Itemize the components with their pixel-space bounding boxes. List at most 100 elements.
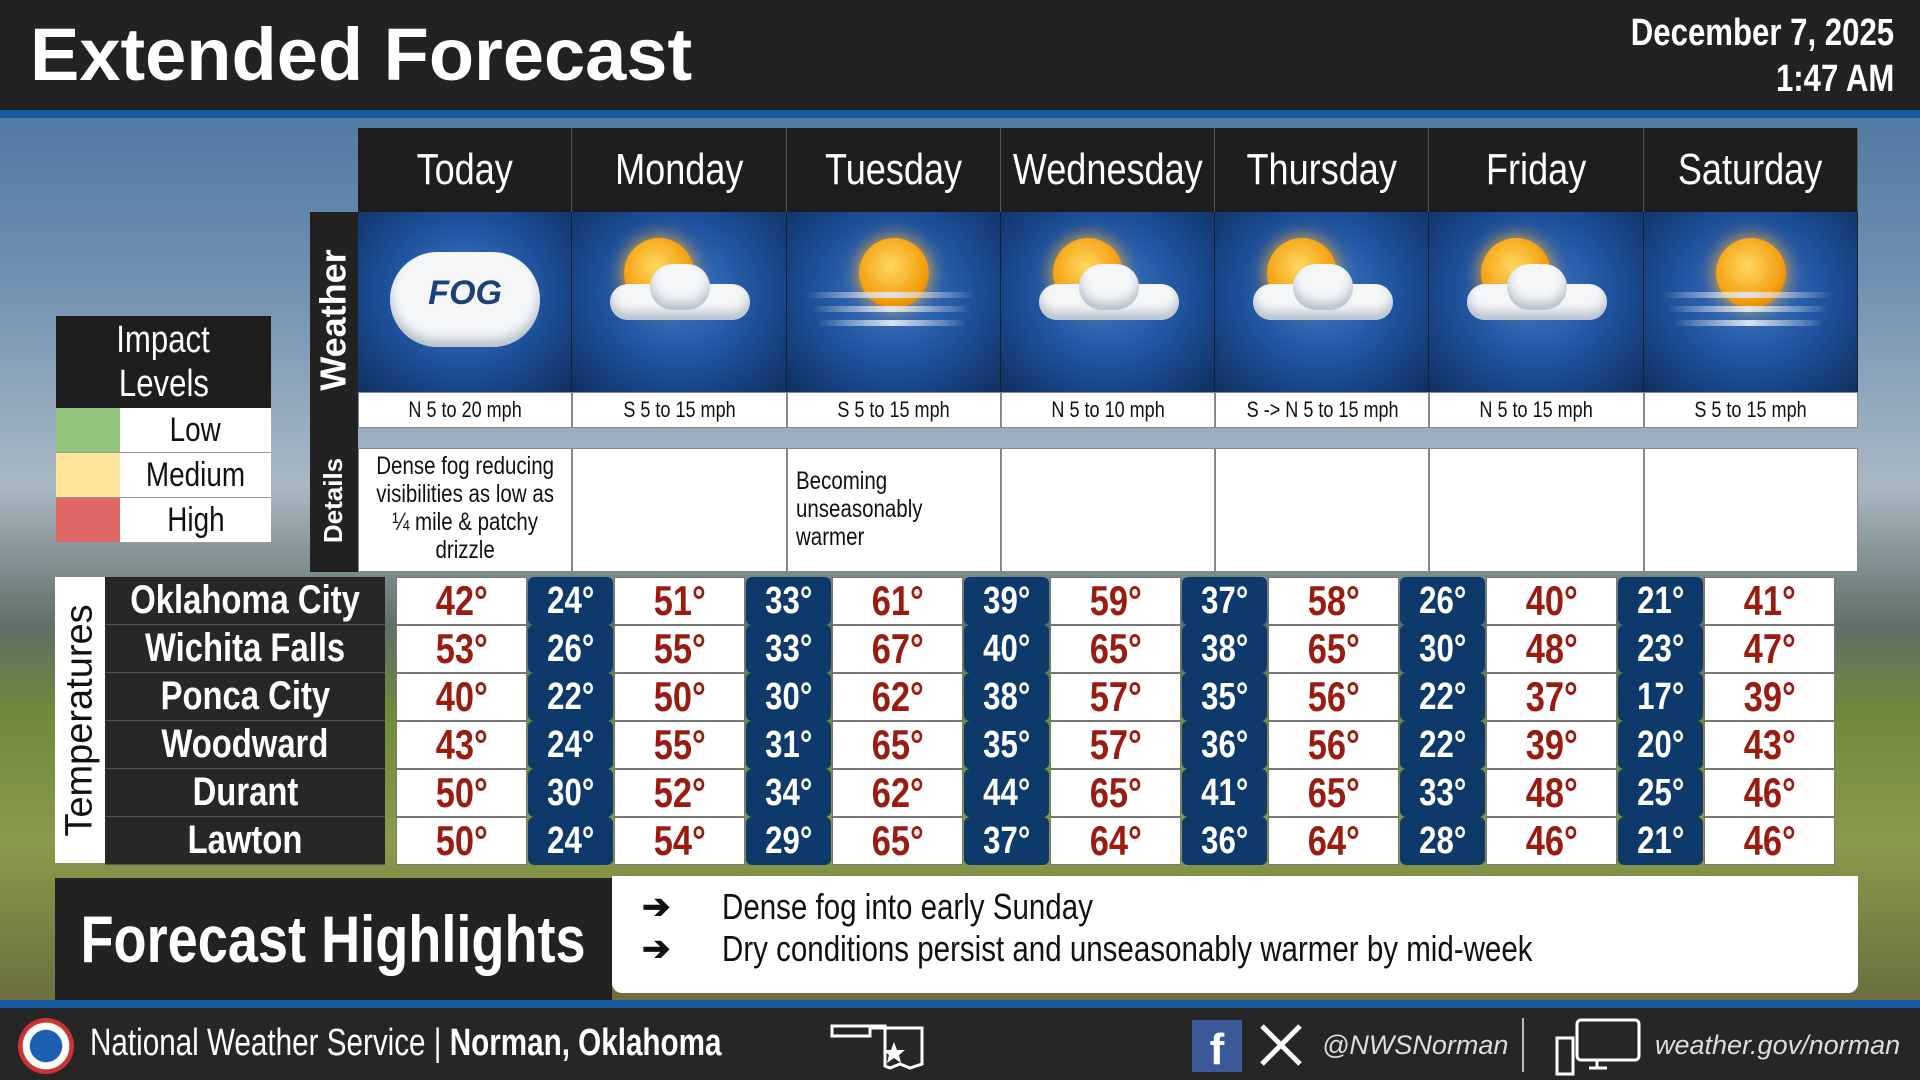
wind-text: N 5 to 10 mph: [1000, 392, 1216, 428]
nws-name: National Weather Service: [90, 1022, 426, 1064]
high-temp: 43°: [1743, 721, 1796, 768]
partly-sunny-icon: [572, 212, 787, 392]
high-temp-cell: 52°: [614, 769, 745, 817]
low-temp: 23°: [1636, 627, 1685, 670]
low-temp-cell: 38°: [964, 673, 1049, 721]
low-temp: 25°: [1636, 771, 1685, 814]
x-icon[interactable]: [1258, 1022, 1304, 1068]
city-label: Durant: [192, 770, 298, 814]
low-temp: 24°: [546, 819, 595, 862]
city-name: Wichita Falls: [105, 625, 385, 673]
haze-line: [1667, 306, 1828, 312]
high-temp-cell: 67°: [832, 625, 963, 673]
wind-value: N 5 to 20 mph: [408, 397, 522, 422]
low-temp: 24°: [546, 579, 595, 622]
high-temp: 62°: [871, 673, 924, 720]
low-temp: 22°: [546, 675, 595, 718]
low-temp: 28°: [1418, 819, 1467, 862]
low-temp: 33°: [1418, 771, 1467, 814]
low-temp-cell: 40°: [964, 625, 1049, 673]
high-temp-cell: 61°: [832, 577, 963, 625]
high-temp-cell: 40°: [396, 673, 527, 721]
low-temp: 33°: [764, 627, 813, 670]
impact-levels-title: Impact Levels: [56, 316, 271, 408]
cloud-shape: [390, 252, 540, 347]
high-temp-cell: 56°: [1268, 721, 1399, 769]
low-temp-cell: 25°: [1618, 769, 1703, 817]
low-temp-cell: 30°: [1400, 625, 1485, 673]
high-temp-cell: 37°: [1486, 673, 1617, 721]
haze-line: [816, 320, 967, 326]
wind-text: S 5 to 15 mph: [1643, 392, 1858, 428]
highlight-text: Dry conditions persist and unseasonably …: [722, 928, 1533, 969]
day-name: Today: [416, 145, 513, 194]
temperatures-side-label: Temperatures: [55, 577, 105, 863]
high-temp: 40°: [1525, 577, 1578, 624]
low-temp: 34°: [764, 771, 813, 814]
date: December 7, 2025: [1630, 12, 1894, 54]
city-label: Woodward: [161, 722, 329, 766]
high-temp: 61°: [871, 577, 924, 624]
high-temp: 46°: [1525, 817, 1578, 864]
low-temp-cell: 37°: [1182, 577, 1267, 625]
sun-haze-icon: [786, 212, 1001, 392]
high-temp: 47°: [1743, 625, 1796, 672]
high-temp-cell: 62°: [832, 673, 963, 721]
high-temp: 57°: [1089, 721, 1142, 768]
high-temp: 65°: [1089, 625, 1142, 672]
high-temp-cell: 39°: [1704, 673, 1835, 721]
high-temp: 43°: [435, 721, 488, 768]
website-link[interactable]: weather.gov/norman: [1655, 1030, 1901, 1060]
city-label: Ponca City: [160, 674, 330, 718]
impact-levels-legend: Impact Levels Low Medium High: [56, 316, 271, 543]
low-temp-cell: 33°: [746, 577, 831, 625]
high-temp-cell: 54°: [614, 817, 745, 865]
high-temp-cell: 47°: [1704, 625, 1835, 673]
details-label: Details: [318, 457, 349, 543]
cloud-shape: [1293, 264, 1354, 310]
low-temp: 22°: [1418, 675, 1467, 718]
highlight-item: ➔ Dry conditions persist and unseasonably…: [642, 928, 1858, 970]
haze-line: [1661, 292, 1832, 298]
low-temp-cell: 23°: [1618, 625, 1703, 673]
low-temp: 36°: [1200, 819, 1249, 862]
high-temp: 53°: [435, 625, 488, 672]
high-temp-cell: 57°: [1050, 673, 1181, 721]
highlight-text: Dense fog into early Sunday: [722, 886, 1093, 927]
high-temp-cell: 41°: [1704, 577, 1835, 625]
low-temp: 21°: [1636, 579, 1685, 622]
low-temp-cell: 24°: [528, 721, 613, 769]
high-temp-cell: 65°: [1050, 625, 1181, 673]
high-temp: 48°: [1525, 769, 1578, 816]
high-temp-cell: 48°: [1486, 769, 1617, 817]
high-temp: 58°: [1307, 577, 1360, 624]
low-temp-cell: 37°: [964, 817, 1049, 865]
low-temp: 26°: [1418, 579, 1467, 622]
high-temp: 50°: [435, 817, 488, 864]
low-temp-cell: 35°: [1182, 673, 1267, 721]
low-temp: 30°: [1418, 627, 1467, 670]
low-temp: 38°: [1200, 627, 1249, 670]
facebook-icon[interactable]: f: [1192, 1020, 1242, 1074]
weather-label: Weather: [313, 249, 355, 391]
arrow-icon: ➔: [642, 930, 671, 968]
impact-level-medium: Medium: [56, 453, 271, 498]
low-temp: 30°: [764, 675, 813, 718]
day-header: Tuesday: [786, 128, 1001, 212]
high-temp: 56°: [1307, 673, 1360, 720]
high-temp-cell: 46°: [1704, 817, 1835, 865]
footer: National Weather Service | Norman, Oklah…: [0, 1008, 1920, 1080]
social-handle-link[interactable]: @NWSNorman: [1322, 1030, 1509, 1060]
header-stripe: [0, 110, 1920, 118]
high-temp: 48°: [1525, 625, 1578, 672]
high-temp-cell: 65°: [1268, 769, 1399, 817]
high-temp: 67°: [871, 625, 924, 672]
low-temp: 37°: [1200, 579, 1249, 622]
high-temp: 64°: [1089, 817, 1142, 864]
high-temp: 59°: [1089, 577, 1142, 624]
cloud-shape: [650, 264, 711, 310]
day-header: Friday: [1429, 128, 1644, 212]
haze-line: [804, 292, 975, 298]
high-temp-cell: 65°: [832, 721, 963, 769]
details-cell: [1643, 448, 1858, 572]
